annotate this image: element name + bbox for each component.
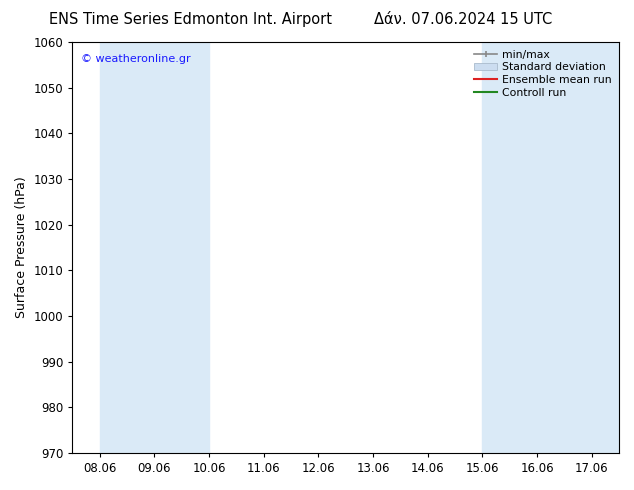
Text: © weatheronline.gr: © weatheronline.gr [81,54,190,64]
Y-axis label: Surface Pressure (hPa): Surface Pressure (hPa) [15,176,28,318]
Bar [100,42,154,453]
Bar [592,42,619,453]
Text: Δάν. 07.06.2024 15 UTC: Δάν. 07.06.2024 15 UTC [373,12,552,27]
Bar [154,42,209,453]
Bar [537,42,592,453]
Text: ENS Time Series Edmonton Int. Airport: ENS Time Series Edmonton Int. Airport [49,12,332,27]
Legend: min/max, Standard deviation, Ensemble mean run, Controll run: min/max, Standard deviation, Ensemble me… [472,48,614,100]
Bar [482,42,537,453]
